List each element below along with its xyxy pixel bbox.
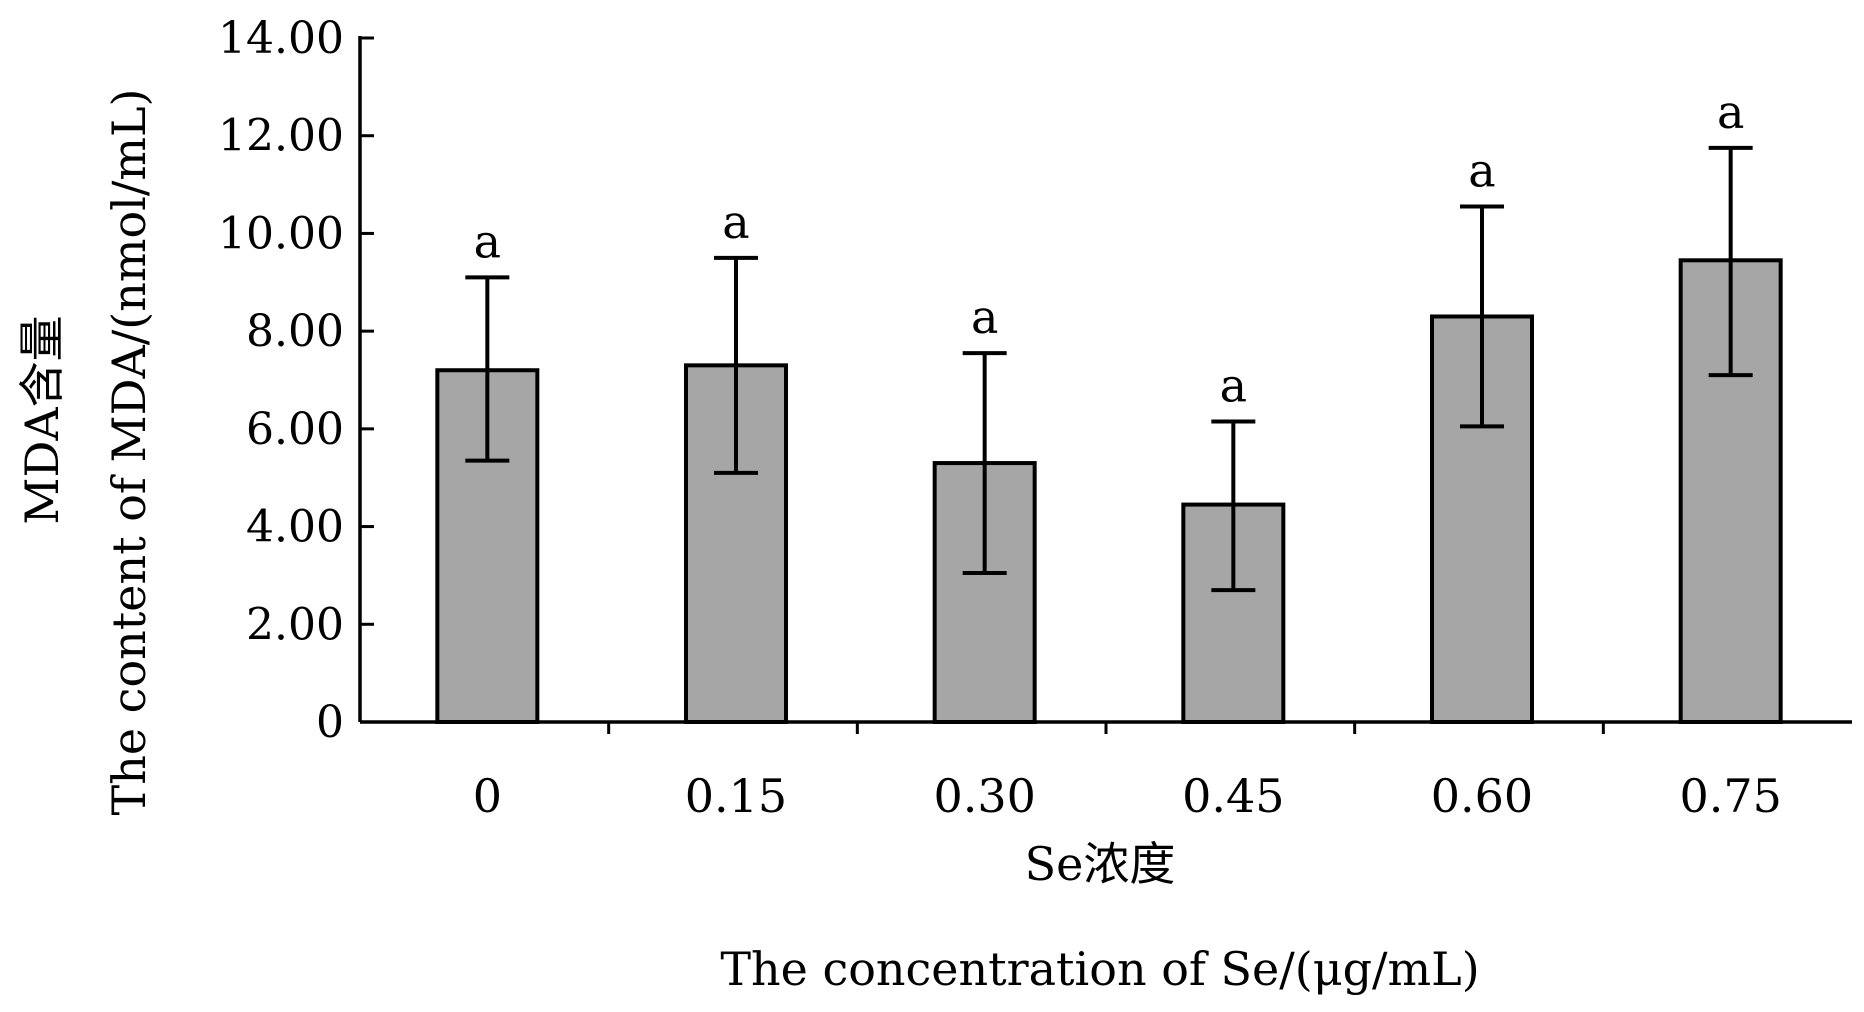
y-axis-title-cn: MDA含量 <box>15 315 69 524</box>
significance-label: a <box>1717 85 1744 139</box>
plot-area: 0 2.00 4.00 6.00 8.00 10.00 12.00 14.00 a 0 a 0.15 a… <box>218 13 1852 823</box>
x-category-label: 0.60 <box>1431 769 1533 823</box>
x-category-label: 0 <box>473 769 502 823</box>
y-tick-label: 0 <box>316 697 344 748</box>
significance-label: a <box>1468 144 1495 198</box>
y-tick-label: 12.00 <box>218 111 344 162</box>
y-axis-title-en: The content of MDA/(nmol/mL) <box>102 89 156 816</box>
x-category-label: 0.75 <box>1679 769 1781 823</box>
y-tick-label: 6.00 <box>246 404 344 455</box>
x-category-label: 0.30 <box>933 769 1035 823</box>
y-tick-label: 4.00 <box>246 502 344 553</box>
y-tick-label: 8.00 <box>246 306 344 357</box>
y-tick-label: 14.00 <box>218 13 344 64</box>
significance-label: a <box>1220 359 1247 413</box>
y-tick-label: 2.00 <box>246 599 344 650</box>
x-axis-title-en: The concentration of Se/(μg/mL) <box>720 942 1479 996</box>
x-axis-title-cn: Se浓度 <box>1025 837 1176 891</box>
significance-label: a <box>474 214 501 268</box>
x-category-label: 0.45 <box>1182 769 1284 823</box>
y-tick-label: 10.00 <box>218 208 344 259</box>
significance-label: a <box>971 290 998 344</box>
significance-label: a <box>722 195 749 249</box>
x-category-label: 0.15 <box>685 769 787 823</box>
